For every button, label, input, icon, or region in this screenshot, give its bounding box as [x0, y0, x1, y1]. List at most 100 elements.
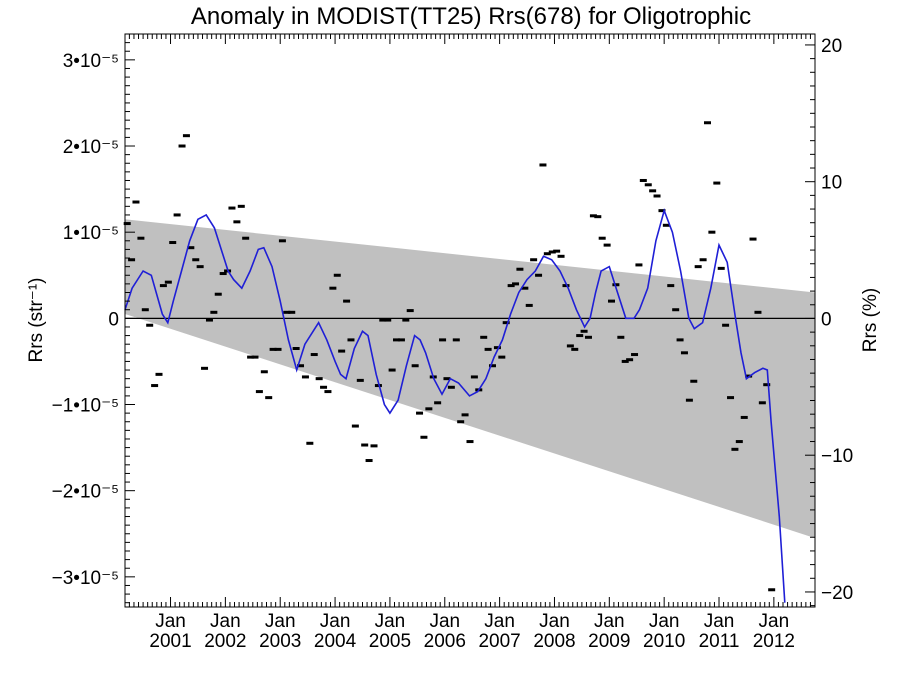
- data-point: [137, 236, 145, 240]
- data-point: [151, 384, 159, 388]
- data-point: [649, 189, 657, 193]
- x-tick-label-year: 2008: [533, 631, 575, 652]
- data-point: [233, 220, 241, 224]
- data-point: [439, 338, 447, 342]
- data-point: [676, 338, 684, 342]
- data-point: [351, 424, 359, 428]
- data-point: [576, 334, 584, 338]
- y-tick-label-left: 3•10⁻⁵: [63, 51, 119, 72]
- data-point: [297, 364, 305, 368]
- data-point: [758, 401, 766, 405]
- data-point: [338, 349, 346, 353]
- data-point: [402, 318, 410, 322]
- y-tick-label-right: 0: [821, 309, 832, 330]
- data-point: [722, 323, 730, 327]
- x-tick-label-year: 2004: [314, 631, 357, 652]
- x-tick-label-year: 2001: [149, 631, 191, 652]
- y-tick-label-right: −20: [821, 583, 853, 604]
- plot-frame: [124, 33, 816, 608]
- data-point: [247, 355, 255, 359]
- x-tick-label-month: Jan: [375, 611, 406, 632]
- axis-ticks: [125, 33, 816, 607]
- data-point: [717, 266, 725, 270]
- data-point: [260, 370, 268, 374]
- data-point: [768, 588, 776, 592]
- data-point: [713, 181, 721, 185]
- data-point: [274, 347, 282, 351]
- data-point: [617, 335, 625, 339]
- data-point: [406, 309, 414, 313]
- data-point: [320, 385, 328, 389]
- data-point: [516, 267, 524, 271]
- data-point: [658, 209, 666, 213]
- data-point: [580, 329, 588, 333]
- x-tick-label-year: 2006: [424, 631, 466, 652]
- tick-labels: Jan2001Jan2002Jan2003Jan2004Jan2005Jan20…: [52, 36, 854, 652]
- data-point: [329, 286, 337, 290]
- data-point: [178, 144, 186, 148]
- smoothed-anomaly-line: [124, 208, 786, 603]
- data-point: [255, 390, 263, 394]
- data-point: [512, 282, 520, 286]
- chart-title: Anomaly in MODIST(TT25) Rrs(678) for Oli…: [191, 3, 751, 30]
- y-tick-label-left: −2•10⁻⁵: [52, 482, 119, 503]
- data-point: [662, 223, 670, 227]
- data-point: [598, 236, 606, 240]
- data-point: [740, 415, 748, 419]
- data-point: [470, 375, 478, 379]
- data-point: [480, 335, 488, 339]
- data-point: [214, 292, 222, 296]
- data-point: [301, 375, 309, 379]
- data-point: [237, 204, 245, 208]
- data-point: [672, 308, 680, 312]
- data-point: [370, 444, 378, 448]
- data-point: [265, 396, 273, 400]
- data-point: [708, 230, 716, 234]
- data-point: [589, 214, 597, 218]
- anomaly-markers: [123, 121, 776, 592]
- data-point: [735, 440, 743, 444]
- data-point: [278, 239, 286, 243]
- data-point: [132, 200, 140, 204]
- data-point: [631, 353, 639, 357]
- y-axis-left-title: Rrs (str⁻¹): [26, 278, 47, 363]
- data-point: [201, 366, 209, 370]
- x-tick-label-month: Jan: [155, 611, 186, 632]
- x-tick-label-year: 2009: [588, 631, 630, 652]
- x-tick-label-month: Jan: [539, 611, 570, 632]
- data-point: [315, 377, 323, 381]
- data-point: [356, 378, 364, 382]
- uncertainty-band-area: [125, 219, 815, 539]
- y-tick-label-right: 10: [821, 173, 842, 194]
- data-point: [535, 273, 543, 277]
- data-point: [644, 183, 652, 187]
- y-axis-right-title: Rrs (%): [860, 288, 881, 352]
- x-tick-label-year: 2011: [699, 631, 740, 652]
- data-point: [488, 364, 496, 368]
- x-tick-label-month: Jan: [704, 611, 735, 632]
- data-point: [343, 299, 351, 303]
- data-point: [169, 241, 177, 245]
- data-point: [365, 459, 373, 463]
- data-point: [447, 385, 455, 389]
- data-point: [324, 390, 332, 394]
- x-tick-label-month: Jan: [594, 611, 625, 632]
- data-point: [626, 358, 634, 362]
- data-point: [548, 250, 556, 254]
- data-point: [690, 379, 698, 383]
- data-point: [525, 303, 533, 307]
- data-point: [484, 347, 492, 351]
- data-point: [443, 377, 451, 381]
- x-tick-label-year: 2007: [478, 631, 520, 652]
- data-point: [347, 338, 355, 342]
- data-point: [210, 310, 218, 314]
- data-point: [196, 265, 204, 269]
- data-point: [141, 308, 149, 312]
- data-point: [685, 398, 693, 402]
- data-point: [571, 347, 579, 351]
- data-point: [566, 344, 574, 348]
- y-tick-label-left: 0: [108, 309, 119, 330]
- data-point: [374, 384, 382, 388]
- data-point: [612, 283, 620, 287]
